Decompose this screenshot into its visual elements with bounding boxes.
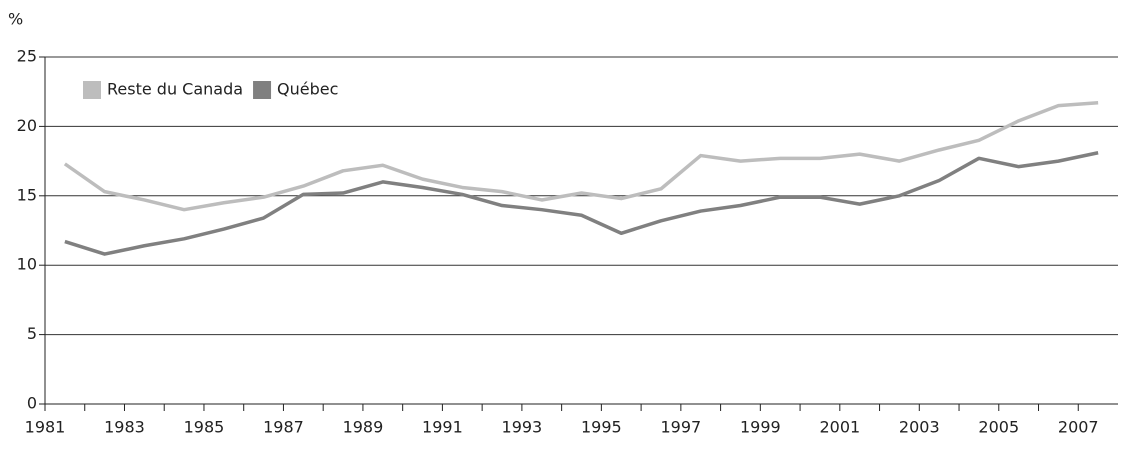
x-tick-label: 1985 xyxy=(184,418,225,437)
x-tick-label: 1983 xyxy=(104,418,145,437)
x-tick-label: 2005 xyxy=(978,418,1019,437)
x-tick-label: 1997 xyxy=(660,418,701,437)
x-tick-label: 1989 xyxy=(343,418,384,437)
x-tick-label: 1981 xyxy=(25,418,66,437)
y-tick-label: 0 xyxy=(27,394,37,413)
y-axis-unit: % xyxy=(8,10,23,29)
x-tick-label: 1995 xyxy=(581,418,622,437)
legend-swatch xyxy=(83,81,101,99)
legend-label: Québec xyxy=(277,80,338,99)
x-tick-label: 2003 xyxy=(899,418,940,437)
y-tick-label: 5 xyxy=(27,324,37,343)
y-tick-label: 15 xyxy=(17,185,37,204)
series-line xyxy=(64,151,1099,256)
y-tick-label: 10 xyxy=(17,255,37,274)
y-tick-label: 20 xyxy=(17,116,37,135)
x-tick-label: 1987 xyxy=(263,418,304,437)
legend-label: Reste du Canada xyxy=(107,80,243,99)
x-tick-label: 1993 xyxy=(502,418,543,437)
legend-swatch xyxy=(253,81,272,99)
x-tick-label: 1991 xyxy=(422,418,463,437)
series-line xyxy=(63,101,1099,212)
x-tick-label: 2007 xyxy=(1058,418,1099,437)
y-tick-label: 25 xyxy=(17,47,37,66)
x-tick-label: 1999 xyxy=(740,418,781,437)
x-tick-label: 2001 xyxy=(819,418,860,437)
